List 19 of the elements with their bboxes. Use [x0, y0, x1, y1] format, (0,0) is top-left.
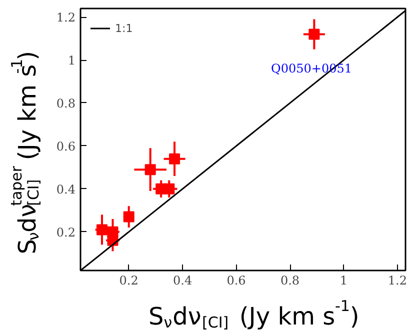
- y-tick-label: 0.2: [56, 225, 76, 240]
- y-tick-label: 0.8: [56, 96, 76, 110]
- y-tick-label: 1: [68, 54, 76, 68]
- y-tick-label: 1.2: [56, 10, 76, 25]
- point: [169, 153, 180, 164]
- point: [164, 183, 175, 194]
- x-tick-label: 0.6: [226, 274, 246, 288]
- x-tick-label: 1: [340, 274, 348, 288]
- y-tick-label: 0.4: [56, 182, 76, 196]
- x-tick-label: 1.2: [388, 274, 407, 288]
- point: [123, 211, 134, 222]
- x-tick-label: 0.2: [119, 274, 138, 288]
- legend-label: 1:1: [115, 22, 134, 34]
- x-tick-label: 0.4: [173, 274, 192, 288]
- point: [308, 28, 320, 40]
- y-tick-label: 0.6: [56, 139, 76, 154]
- point: [144, 164, 156, 176]
- y-axis-title: Sνdν[CI]taper (Jy km s-1): [8, 50, 42, 254]
- x-tick-label: 0.8: [280, 274, 300, 288]
